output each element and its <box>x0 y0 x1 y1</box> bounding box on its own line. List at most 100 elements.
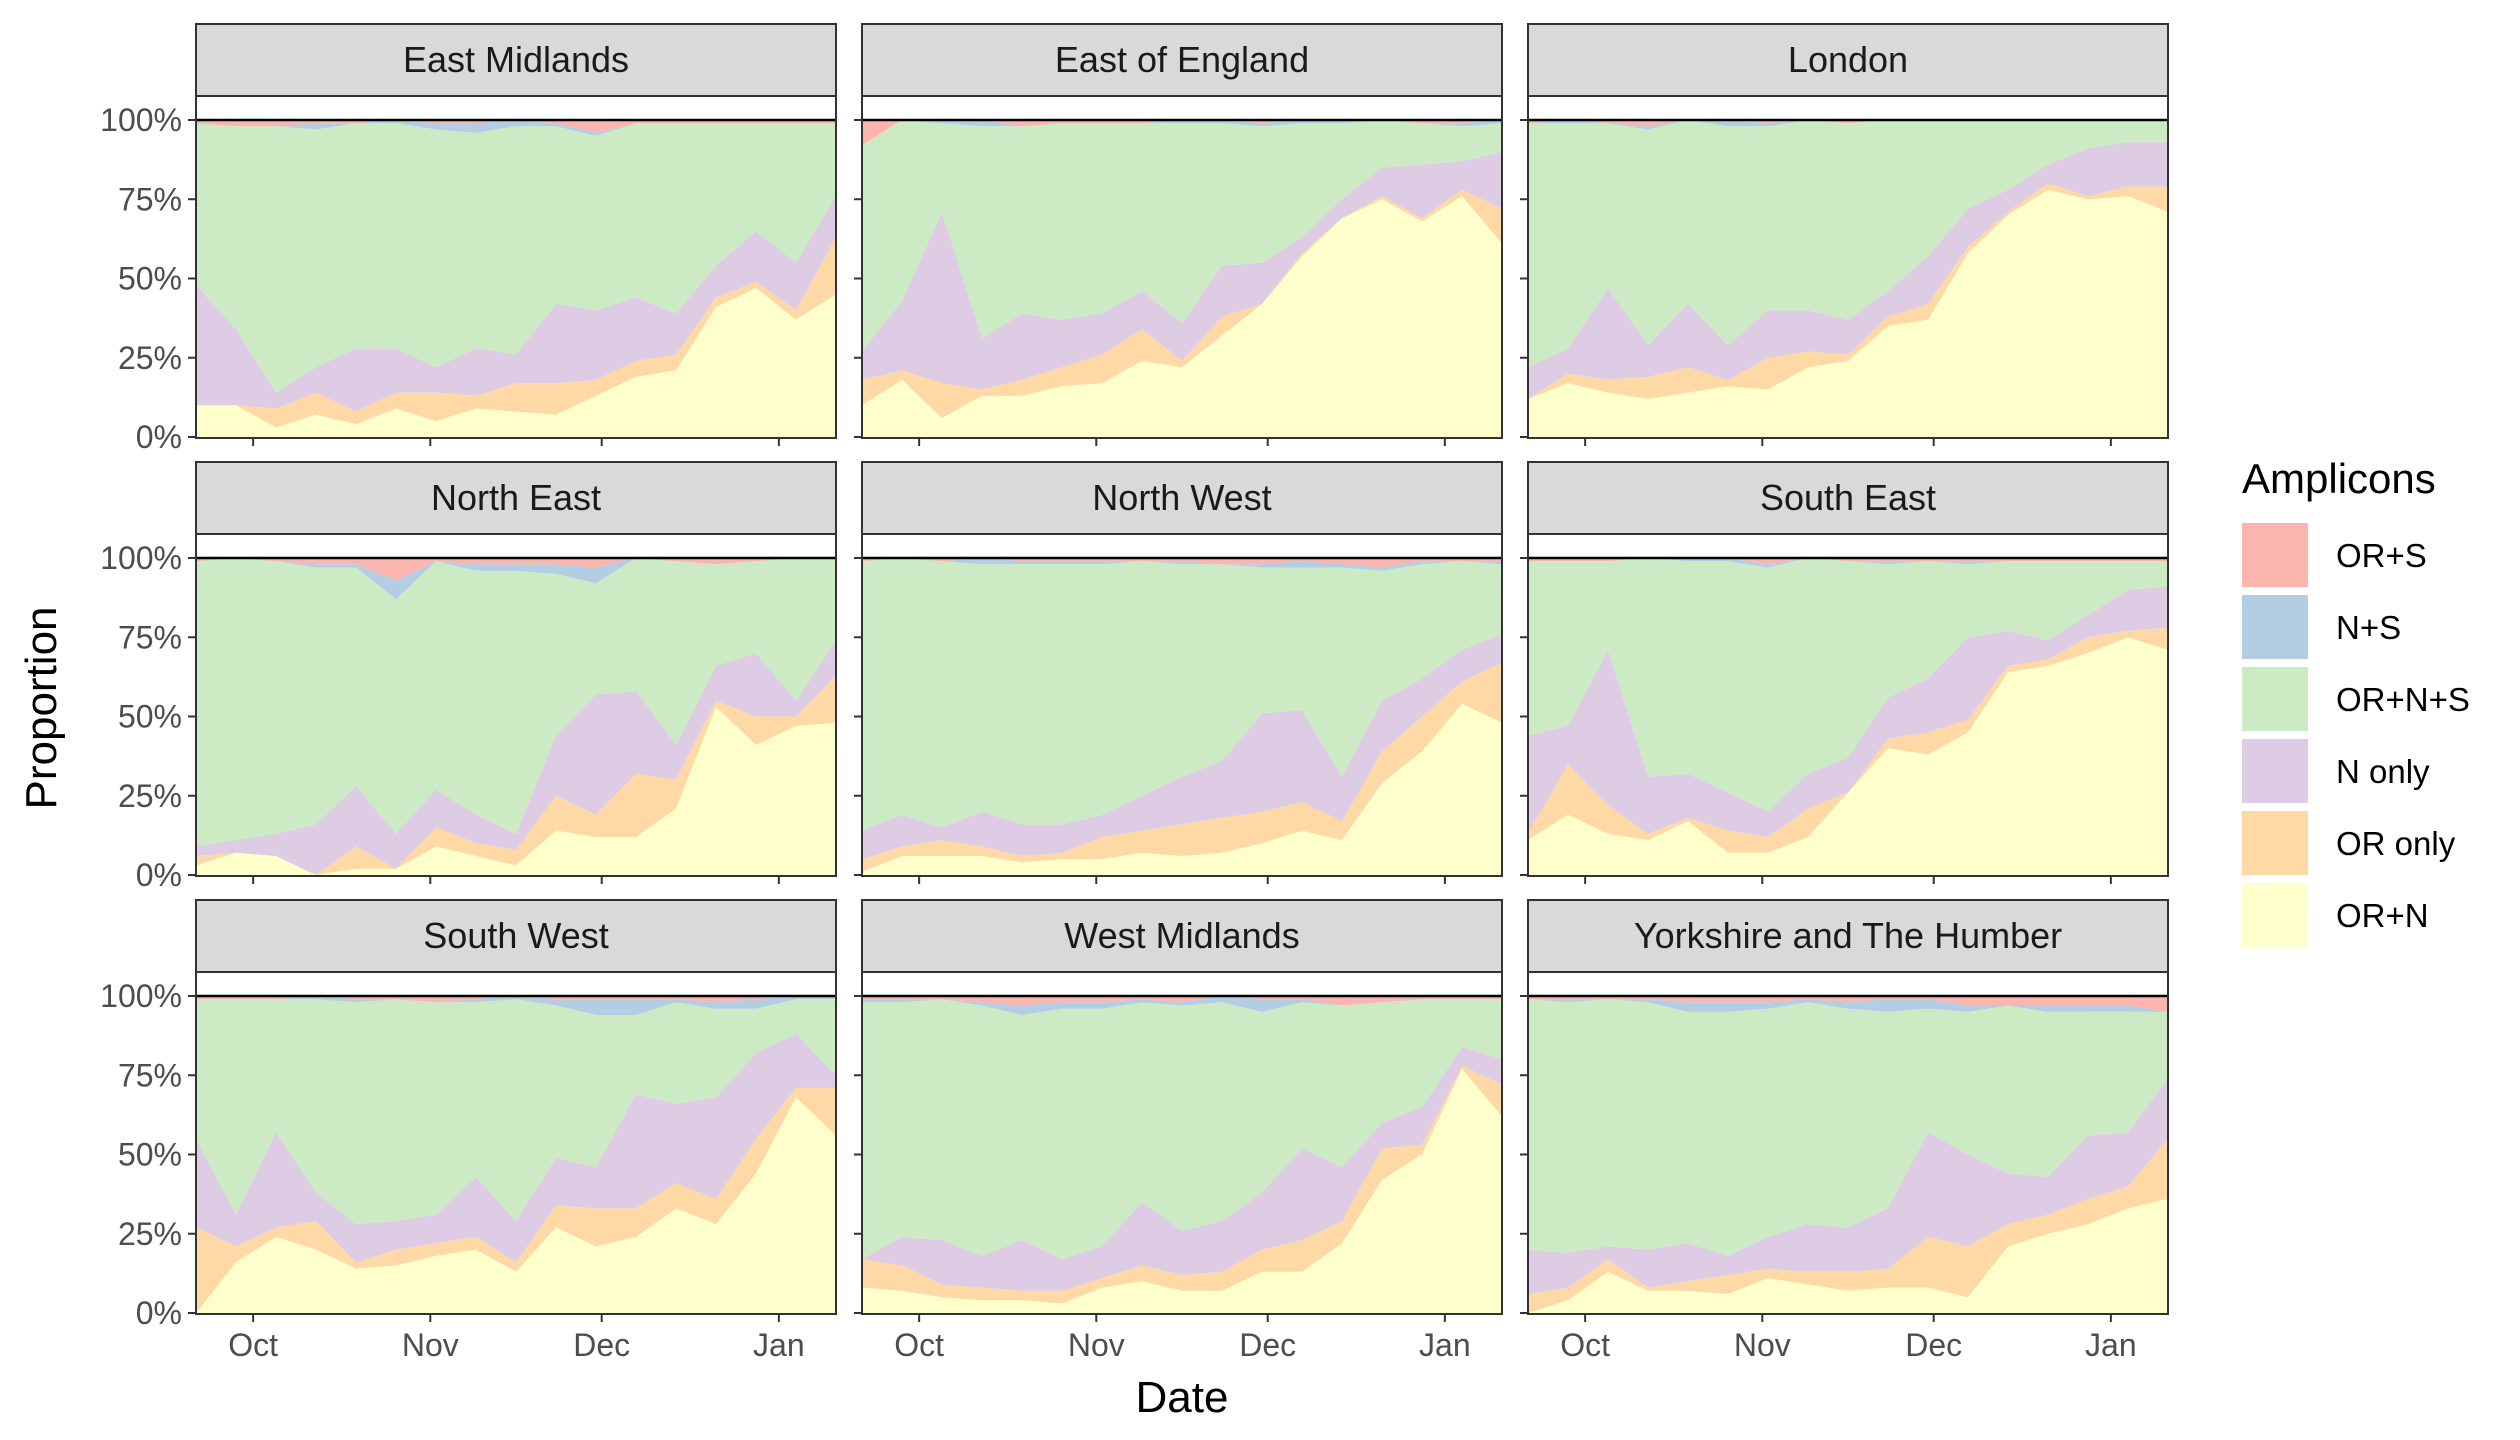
panel: Yorkshire and The Humber <box>1527 899 2169 1315</box>
area-or-n-s <box>862 999 1502 1260</box>
area-or-s <box>1528 120 2168 127</box>
axes: 0% 25% 50% 75% 100% 0% 25% 50% 75% 100% 0% 25% 50% 75… <box>100 102 2136 1363</box>
legend-label: OR+N+S <box>2336 681 2470 718</box>
area-n-s <box>196 996 836 1015</box>
legend-key <box>2242 595 2308 659</box>
x-tick-label: Dec <box>1239 1327 1296 1363</box>
legend-key <box>2242 883 2308 947</box>
panel-title: South East <box>1760 477 1936 518</box>
area-or-only <box>862 662 1502 872</box>
area-or-s <box>1528 996 2168 1012</box>
area-or-n-s <box>1528 999 2168 1256</box>
y-tick-label: 25% <box>118 778 182 814</box>
panel-border <box>1527 95 2169 439</box>
area-or-n-s <box>862 558 1502 831</box>
x-tick-label: Dec <box>1905 1327 1962 1363</box>
x-tick-label: Oct <box>228 1327 278 1363</box>
legend-key <box>2242 523 2308 587</box>
panel-title: East of England <box>1055 39 1309 80</box>
area-or-n <box>196 1097 836 1313</box>
area-or-n <box>196 288 836 437</box>
legend: Amplicons OR+S N+S OR+N+S N only OR only OR+N <box>2242 455 2470 947</box>
x-tick-label: Nov <box>402 1327 459 1363</box>
x-tick-label: Jan <box>753 1327 805 1363</box>
y-axis-title: Proportion <box>17 606 66 809</box>
area-or-n-s <box>196 123 836 393</box>
x-tick-label: Oct <box>894 1327 944 1363</box>
panel-strip <box>1527 23 2169 97</box>
area-or-n-s <box>1528 120 2168 368</box>
legend-key <box>2242 811 2308 875</box>
area-or-s <box>196 120 836 133</box>
area-or-only <box>196 1087 836 1313</box>
panel: East of England <box>861 23 1503 439</box>
area-or-s <box>862 120 1502 146</box>
legend-label: N only <box>2336 753 2430 790</box>
area-or-s <box>862 996 1502 1006</box>
panel-title: East Midlands <box>403 39 629 80</box>
panel-strip <box>861 899 1503 973</box>
x-tick-label: Nov <box>1734 1327 1791 1363</box>
legend-title: Amplicons <box>2242 455 2436 502</box>
area-n-only <box>862 151 1502 390</box>
x-tick-label: Jan <box>2085 1327 2137 1363</box>
x-tick-label: Jan <box>1419 1327 1471 1363</box>
area-n-s <box>1528 558 2168 568</box>
y-tick-label: 100% <box>100 978 182 1014</box>
area-n-only <box>196 196 836 412</box>
panel-title: North West <box>1092 477 1271 518</box>
area-n-only <box>862 1046 1502 1291</box>
panel-border <box>195 533 837 877</box>
area-n-s <box>862 996 1502 1015</box>
x-axis-title: Date <box>1136 1373 1229 1422</box>
panel-border <box>195 95 837 439</box>
area-n-only <box>1528 586 2168 837</box>
area-n-only <box>1528 142 2168 399</box>
y-tick-label: 0% <box>136 419 182 455</box>
area-n-s <box>196 558 836 600</box>
legend-label: OR only <box>2336 825 2456 862</box>
panel-strip <box>861 23 1503 97</box>
y-tick-label: 0% <box>136 1295 182 1331</box>
area-n-only <box>196 1034 836 1263</box>
x-tick-label: Dec <box>573 1327 630 1363</box>
panel-title: South West <box>423 915 608 956</box>
area-or-n-s <box>1528 558 2168 812</box>
area-or-n <box>862 1068 1502 1313</box>
y-tick-label: 100% <box>100 540 182 576</box>
area-or-only <box>1528 1138 2168 1313</box>
panels: East Midlands East of England London North … <box>195 23 2169 1315</box>
y-tick-label: 75% <box>118 1057 182 1093</box>
area-or-s <box>196 558 836 581</box>
area-or-n-s <box>196 558 836 847</box>
area-or-n <box>862 196 1502 437</box>
panel-border <box>1527 533 2169 877</box>
area-or-s <box>862 558 1502 568</box>
area-or-n-s <box>196 999 836 1225</box>
panel: North East <box>195 461 837 877</box>
panel-border <box>861 95 1503 439</box>
panel-border <box>1527 971 2169 1315</box>
legend-label: OR+N <box>2336 897 2429 934</box>
area-or-n <box>1528 1198 2168 1313</box>
panel: East Midlands <box>195 23 837 439</box>
legend-items: OR+S N+S OR+N+S N only OR only OR+N <box>2242 523 2470 947</box>
legend-key <box>2242 739 2308 803</box>
area-n-s <box>1528 999 2168 1012</box>
panel-title: West Midlands <box>1064 915 1299 956</box>
area-or-n <box>196 707 836 875</box>
panel-strip <box>195 461 837 535</box>
panel: North West <box>861 461 1503 877</box>
panel-border <box>861 971 1503 1315</box>
area-or-only <box>862 1065 1502 1304</box>
y-tick-label: 50% <box>118 699 182 735</box>
panel-title: Yorkshire and The Humber <box>1634 915 2062 956</box>
area-n-only <box>196 640 836 875</box>
area-n-only <box>1528 1078 2168 1294</box>
area-or-only <box>1528 183 2168 399</box>
area-or-only <box>862 189 1502 418</box>
panel-strip <box>195 23 837 97</box>
panel-title: London <box>1788 39 1908 80</box>
area-or-s <box>196 996 836 1003</box>
